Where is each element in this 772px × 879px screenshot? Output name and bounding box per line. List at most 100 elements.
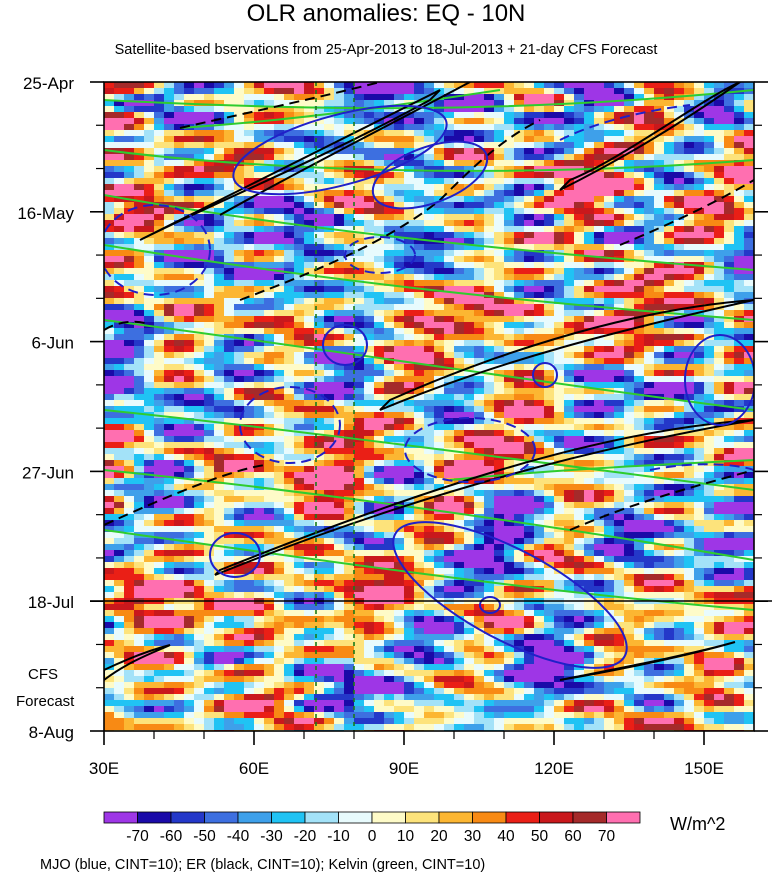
heatmap-cell (734, 106, 745, 113)
heatmap-cell (484, 400, 495, 407)
heatmap-cell (294, 280, 305, 287)
heatmap-cell (604, 244, 615, 251)
heatmap-cell (554, 202, 565, 209)
heatmap-cell (444, 442, 455, 449)
heatmap-cell (724, 394, 735, 401)
heatmap-cell (624, 88, 635, 95)
heatmap-cell (564, 496, 575, 503)
heatmap-cell (304, 364, 315, 371)
heatmap-cell (544, 178, 555, 185)
heatmap-cell (114, 358, 125, 365)
heatmap-cell (614, 382, 625, 389)
heatmap-cell (544, 148, 555, 155)
heatmap-cell (264, 214, 275, 221)
heatmap-cell (584, 202, 595, 209)
heatmap-cell (274, 454, 285, 461)
heatmap-cell (724, 196, 735, 203)
heatmap-cell (114, 232, 125, 239)
heatmap-cell (724, 478, 735, 485)
heatmap-cell (434, 178, 445, 185)
heatmap-cell (594, 160, 605, 167)
heatmap-cell (234, 520, 245, 527)
heatmap-cell (634, 388, 645, 395)
heatmap-cell (674, 406, 685, 413)
heatmap-cell (224, 184, 235, 191)
heatmap-cell (434, 130, 445, 137)
heatmap-cell (474, 112, 485, 119)
heatmap-cell (304, 166, 315, 173)
heatmap-cell (574, 424, 585, 431)
heatmap-cell (124, 352, 135, 359)
heatmap-cell (724, 370, 735, 377)
heatmap-cell (104, 526, 115, 533)
heatmap-cell (554, 418, 565, 425)
heatmap-cell (614, 370, 625, 377)
heatmap-cell (314, 490, 325, 497)
heatmap-cell (414, 304, 425, 311)
heatmap-cell (344, 286, 355, 293)
heatmap-cell (294, 328, 305, 335)
heatmap-cell (384, 316, 395, 323)
heatmap-cell (534, 292, 545, 299)
heatmap-cell (454, 430, 465, 437)
heatmap-cell (634, 352, 645, 359)
heatmap-cell (564, 286, 575, 293)
heatmap-cell (304, 346, 315, 353)
heatmap-cell (494, 340, 505, 347)
heatmap-cell (314, 214, 325, 221)
heatmap-cell (684, 292, 695, 299)
heatmap-cell (384, 358, 395, 365)
heatmap-cell (214, 382, 225, 389)
heatmap-cell (344, 280, 355, 287)
heatmap-cell (404, 136, 415, 143)
heatmap-cell (384, 484, 395, 491)
heatmap-cell (614, 514, 625, 521)
heatmap-cell (504, 154, 515, 161)
heatmap-cell (294, 472, 305, 479)
heatmap-cell (674, 370, 685, 377)
heatmap-cell (364, 286, 375, 293)
heatmap-cell (564, 370, 575, 377)
heatmap-cell (324, 412, 335, 419)
heatmap-cell (254, 160, 265, 167)
heatmap-cell (474, 118, 485, 125)
heatmap-cell (214, 214, 225, 221)
heatmap-cell (364, 196, 375, 203)
heatmap-cell (124, 100, 135, 107)
heatmap-cell (214, 532, 225, 539)
heatmap-cell (304, 268, 315, 275)
heatmap-cell (114, 226, 125, 233)
heatmap-cell (464, 352, 475, 359)
heatmap-cell (664, 202, 675, 209)
heatmap-cell (224, 178, 235, 185)
heatmap-cell (744, 532, 754, 539)
heatmap-cell (744, 490, 754, 497)
heatmap-cell (524, 148, 535, 155)
heatmap-cell (524, 322, 535, 329)
heatmap-cell (224, 502, 235, 509)
heatmap-cell (394, 124, 405, 131)
heatmap-cell (564, 460, 575, 467)
heatmap-cell (194, 280, 205, 287)
heatmap-cell (154, 124, 165, 131)
heatmap-cell (304, 124, 315, 131)
heatmap-cell (484, 496, 495, 503)
heatmap-cell (544, 304, 555, 311)
heatmap-cell (664, 358, 675, 365)
heatmap-cell (394, 316, 405, 323)
heatmap-cell (704, 370, 715, 377)
heatmap-cell (194, 232, 205, 239)
heatmap-cell (244, 448, 255, 455)
heatmap-cell (574, 496, 585, 503)
heatmap-cell (234, 412, 245, 419)
heatmap-cell (534, 364, 545, 371)
heatmap-cell (634, 94, 645, 101)
heatmap-cell (144, 166, 155, 173)
heatmap-cell (104, 166, 115, 173)
heatmap-cell (474, 196, 485, 203)
heatmap-cell (744, 526, 754, 533)
heatmap-cell (704, 484, 715, 491)
heatmap-cell (124, 118, 135, 125)
heatmap-cell (644, 160, 655, 167)
heatmap-cell (524, 328, 535, 335)
